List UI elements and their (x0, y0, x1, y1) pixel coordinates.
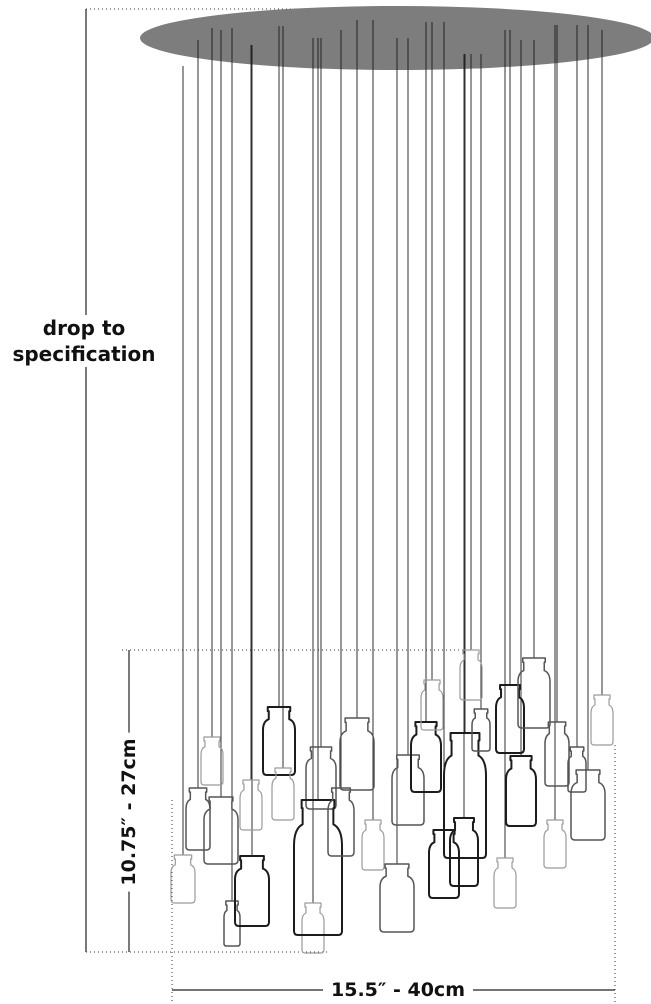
pendant-bottle (570, 769, 606, 841)
pendant-cords (182, 20, 603, 903)
height-label: 10.75″ - 27cm (118, 732, 140, 892)
pendant-bottle (590, 694, 614, 746)
pendant-bottle (170, 854, 196, 904)
pendant-bottle (234, 855, 270, 927)
pendant-bottle (200, 736, 224, 786)
pendant-bottle (543, 819, 567, 869)
pendant-bottle (379, 863, 415, 933)
pendant-bottle (459, 649, 483, 701)
pendant-bottle (185, 787, 211, 851)
pendant-bottle (495, 684, 525, 754)
drop-label-line2: specification (12, 342, 156, 366)
guide-lines (86, 8, 616, 1004)
pendant-bottle (262, 706, 296, 776)
drop-label-line1: drop to (42, 316, 126, 340)
pendant-bottles (170, 649, 614, 954)
pendant-bottle (327, 787, 355, 857)
pendant-bottle (505, 755, 537, 827)
pendant-bottle (301, 902, 325, 954)
pendant-bottle (428, 829, 460, 899)
pendant-bottle (517, 657, 551, 729)
pendant-bottle (239, 779, 263, 831)
pendant-bottle (471, 708, 491, 752)
drop-label: drop to specification (8, 315, 160, 367)
pendant-bottle (203, 796, 239, 865)
pendant-bottle (391, 754, 425, 826)
pendant-bottle (293, 799, 343, 936)
pendant-bottle (443, 732, 487, 859)
pendant-bottle (449, 817, 479, 887)
pendant-bottle (339, 717, 375, 791)
pendant-bottle (544, 721, 570, 787)
pendant-bottle (567, 746, 587, 793)
canopy (140, 6, 651, 70)
width-label: 15.5″ - 40cm (323, 979, 473, 1001)
pendant-bottle (361, 819, 385, 871)
pendant-bottle (410, 721, 442, 793)
pendant-bottle (271, 767, 295, 821)
pendant-bottle (493, 857, 517, 909)
pendant-bottle (223, 900, 241, 947)
pendant-bottle (305, 746, 337, 810)
pendant-bottle (420, 679, 444, 731)
